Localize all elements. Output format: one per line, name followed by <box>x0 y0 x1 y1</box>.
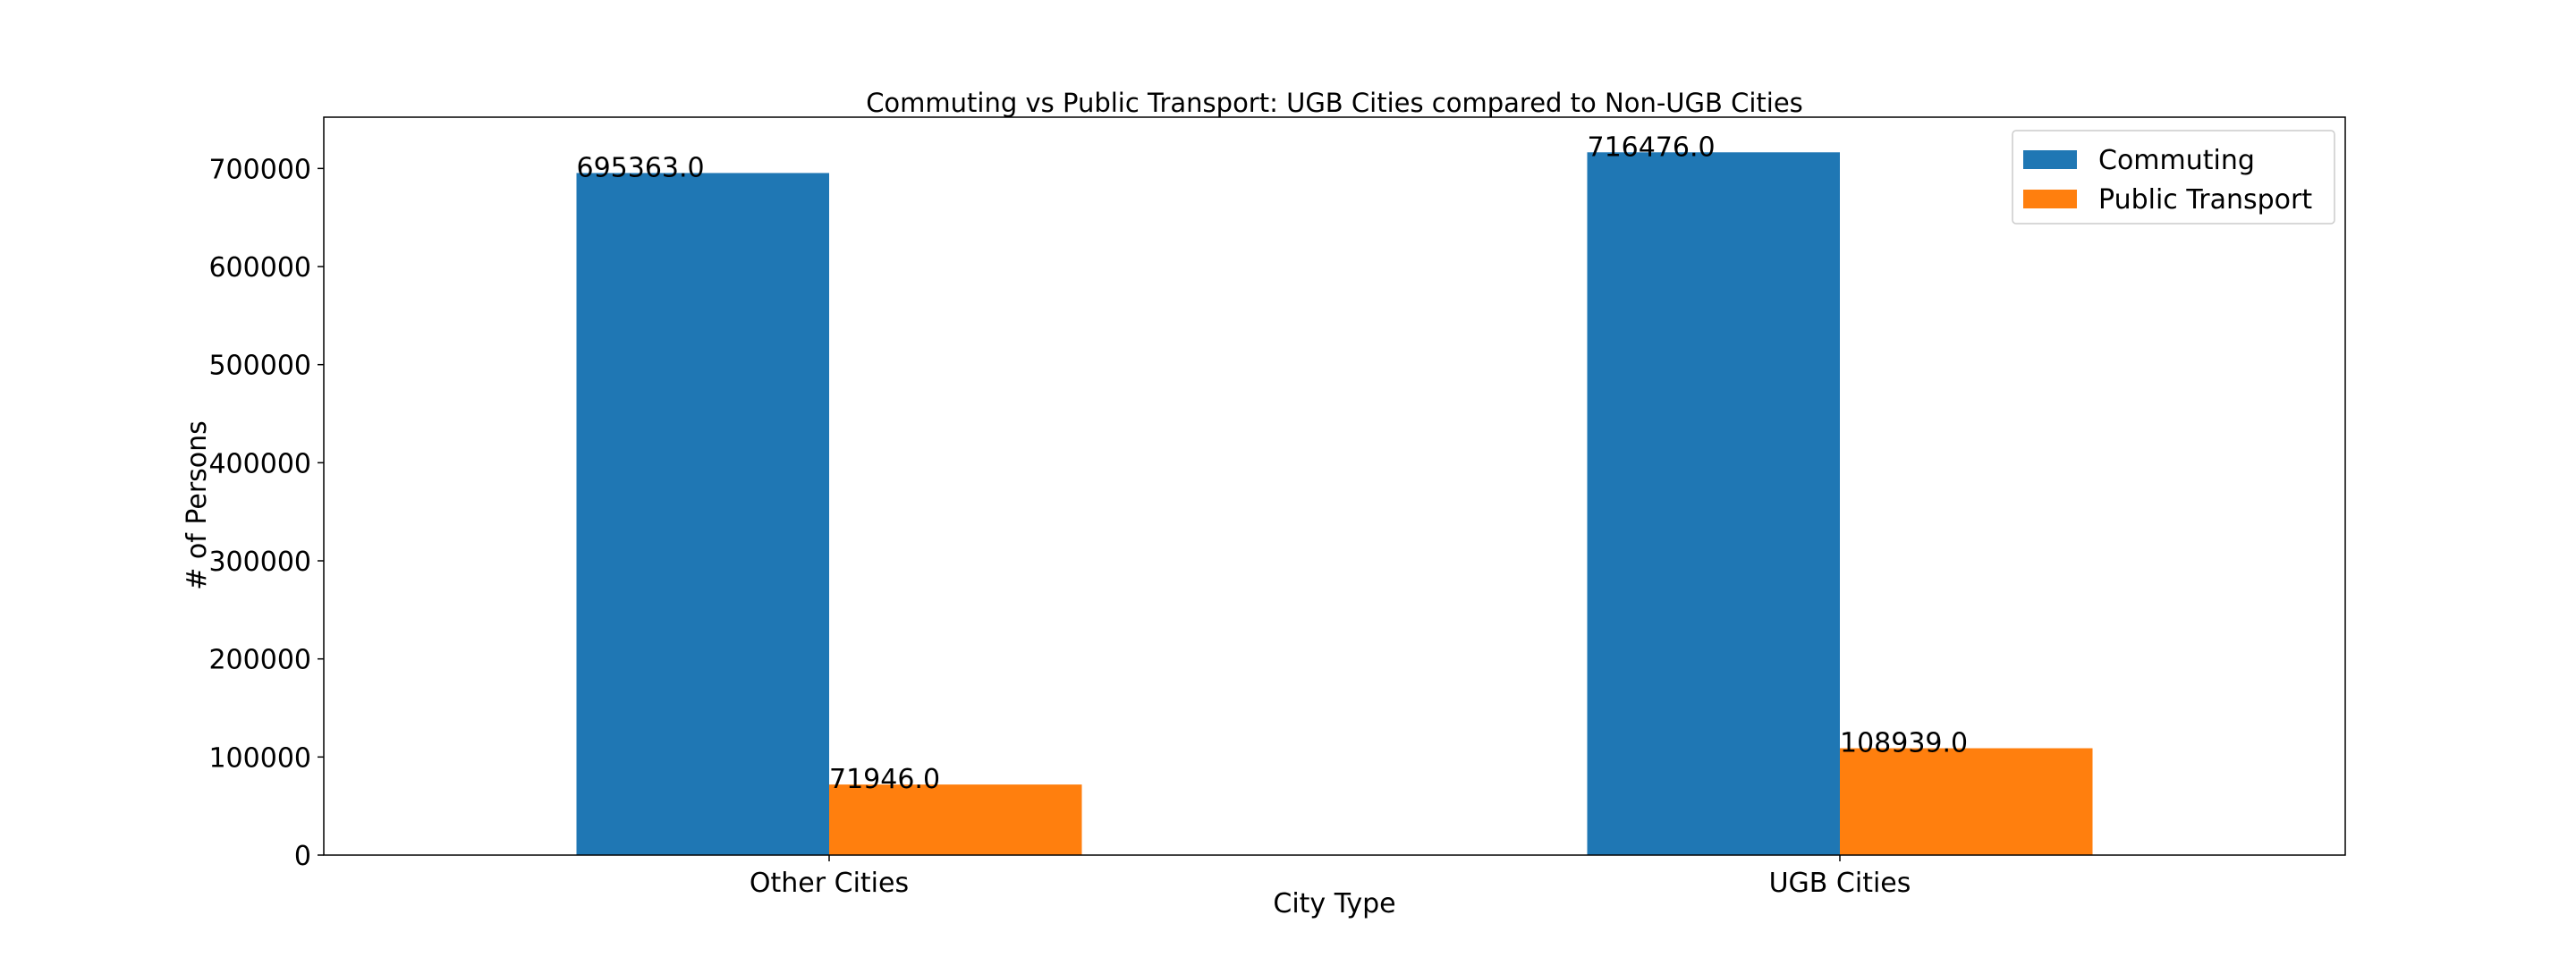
y-tick-label: 600000 <box>208 252 311 284</box>
plot-frame <box>323 116 2346 856</box>
y-tick-label: 100000 <box>208 742 311 774</box>
y-tick-label: 300000 <box>208 547 311 578</box>
data-label: 695363.0 <box>577 152 705 183</box>
x-tick-label: UGB Cities <box>1769 868 1911 899</box>
legend-box <box>2012 130 2335 225</box>
x-tick-label: Other Cities <box>750 868 909 899</box>
legend-swatch <box>2023 150 2077 169</box>
y-axis-label: # of Persons <box>182 420 213 590</box>
legend-label: Commuting <box>2098 145 2255 176</box>
y-tick-label: 0 <box>294 841 311 872</box>
y-tick-label: 700000 <box>208 154 311 185</box>
plot-area: 695363.0 71946.0 Other Cities 716476.0 10893… <box>208 116 2346 899</box>
chart-title: Commuting vs Public Transport: UGB Citie… <box>866 88 1803 118</box>
bar-public-transport-ugb-cities <box>1840 748 2093 855</box>
bar-commuting-ugb-cities <box>1587 152 1840 856</box>
legend-swatch <box>2023 190 2077 208</box>
data-label: 108939.0 <box>1840 728 1968 759</box>
data-label: 71946.0 <box>829 764 940 795</box>
bar-commuting-other-cities <box>576 173 829 855</box>
y-tick-label: 400000 <box>208 448 311 479</box>
y-tick-label: 500000 <box>208 351 311 382</box>
y-tick-label: 200000 <box>208 645 311 676</box>
legend-label: Public Transport <box>2098 184 2312 216</box>
bar-public-transport-other-cities <box>829 784 1082 855</box>
x-axis-label: City Type <box>1273 888 1395 919</box>
data-label: 716476.0 <box>1588 131 1716 163</box>
